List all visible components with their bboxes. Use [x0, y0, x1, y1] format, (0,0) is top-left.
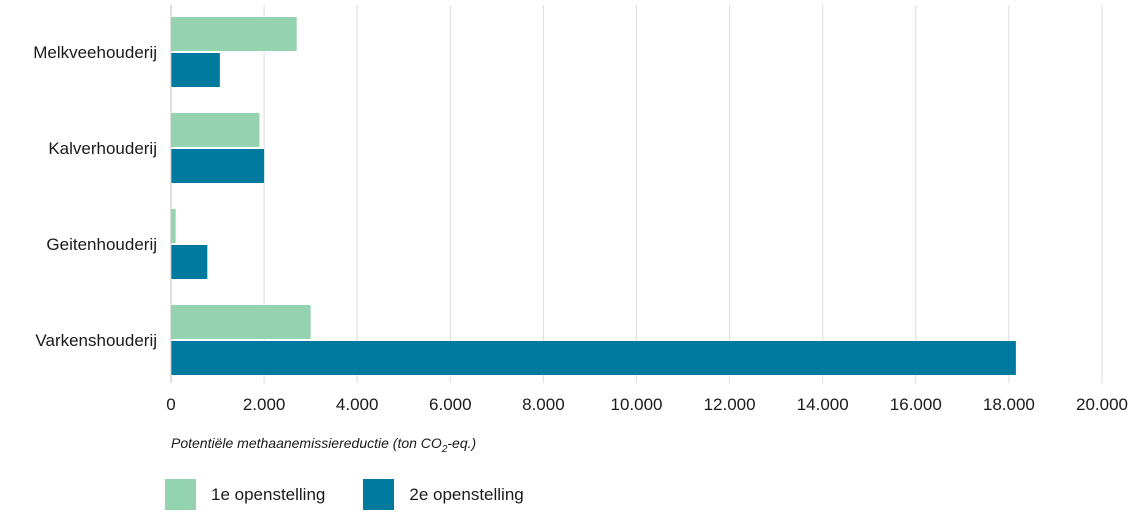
legend-label: 2e openstelling — [409, 484, 524, 504]
x-tick-label: 6.000 — [429, 395, 472, 414]
bar-2e-geitenhouderij — [171, 245, 208, 279]
x-tick-label: 20.000 — [1076, 395, 1128, 414]
legend-swatch — [165, 479, 196, 510]
legend-label: 1e openstelling — [211, 484, 326, 504]
legend-item-2e-openstelling: 2e openstelling — [363, 479, 524, 510]
bar-1e-kalverhouderij — [171, 113, 260, 147]
x-tick-label: 14.000 — [797, 395, 849, 414]
x-tick-label: 10.000 — [611, 395, 663, 414]
bar-2e-kalverhouderij — [171, 149, 265, 183]
bar-2e-varkenshouderij — [171, 341, 1016, 375]
bar-1e-varkenshouderij — [171, 305, 311, 339]
x-tick-label: 16.000 — [890, 395, 942, 414]
x-tick-label: 4.000 — [336, 395, 379, 414]
legend: 1e openstelling 2e openstelling — [165, 479, 562, 510]
x-tick-label: 0 — [166, 395, 175, 414]
category-label: Melkveehouderij — [33, 43, 157, 62]
bar-1e-geitenhouderij — [171, 209, 176, 243]
x-tick-label: 18.000 — [983, 395, 1035, 414]
legend-item-1e-openstelling: 1e openstelling — [165, 479, 325, 510]
x-tick-label: 12.000 — [704, 395, 756, 414]
category-label: Kalverhouderij — [48, 139, 157, 158]
legend-swatch — [363, 479, 395, 510]
x-tick-label: 8.000 — [522, 395, 565, 414]
bar-1e-melkveehouderij — [171, 17, 297, 51]
bar-2e-melkveehouderij — [171, 53, 220, 87]
category-label: Varkenshouderij — [35, 331, 157, 350]
x-tick-label: 2.000 — [243, 395, 286, 414]
category-label: Geitenhouderij — [46, 235, 157, 254]
x-axis-label: Potentiële methaanemissiereductie (ton C… — [171, 435, 476, 455]
